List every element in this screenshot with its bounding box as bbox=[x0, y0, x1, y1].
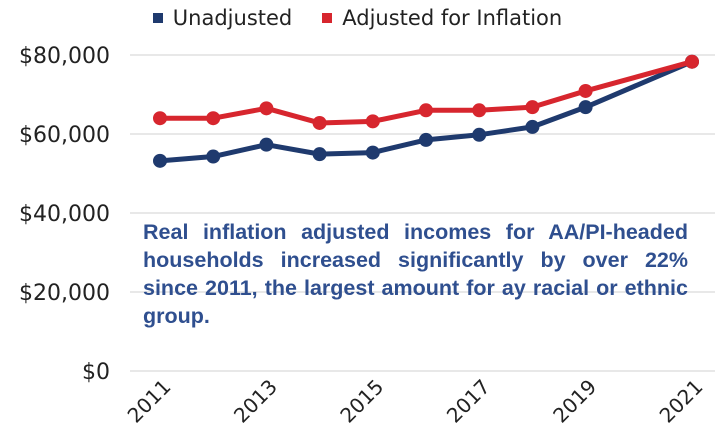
data-point-unadjusted bbox=[365, 145, 380, 160]
x-axis-tick-labels: 2011 2013 2015 2017 2019 2021 bbox=[123, 375, 708, 428]
data-point-adjusted bbox=[472, 103, 487, 118]
y-tick-label: $80,000 bbox=[19, 44, 110, 69]
legend-swatch-unadjusted bbox=[152, 13, 163, 23]
y-axis-tick-labels: $0 $20,000 $40,000 $60,000 $80,000 bbox=[19, 44, 110, 385]
legend-label-adjusted: Adjusted for Inflation bbox=[342, 6, 563, 30]
legend-item-adjusted: Adjusted for Inflation bbox=[322, 6, 562, 30]
data-point-adjusted bbox=[685, 54, 699, 69]
series-line-adjusted bbox=[160, 59, 693, 126]
data-point-unadjusted bbox=[525, 119, 540, 134]
data-point-adjusted bbox=[578, 83, 593, 98]
series-line-unadjusted bbox=[159, 59, 693, 164]
y-tick-label: $0 bbox=[82, 360, 110, 385]
y-tick-label: $40,000 bbox=[19, 202, 110, 227]
data-point-adjusted bbox=[365, 114, 380, 129]
legend: Unadjusted Adjusted for Inflation bbox=[0, 6, 715, 30]
data-point-unadjusted bbox=[153, 153, 167, 168]
legend-label-unadjusted: Unadjusted bbox=[172, 6, 293, 30]
data-point-unadjusted bbox=[472, 127, 487, 142]
data-point-adjusted bbox=[525, 100, 540, 115]
data-point-unadjusted bbox=[259, 137, 274, 152]
data-point-adjusted bbox=[206, 111, 221, 126]
data-point-adjusted bbox=[419, 103, 433, 118]
legend-swatch-adjusted bbox=[322, 13, 333, 23]
data-point-adjusted bbox=[312, 115, 327, 130]
series-lines bbox=[153, 54, 699, 168]
legend-item-unadjusted: Unadjusted bbox=[152, 6, 293, 30]
data-point-unadjusted bbox=[578, 100, 593, 115]
data-point-adjusted bbox=[259, 101, 274, 116]
y-tick-label: $60,000 bbox=[19, 123, 110, 148]
x-tick-label: 2011 bbox=[123, 375, 176, 428]
x-tick-label: 2019 bbox=[548, 375, 601, 428]
data-point-unadjusted bbox=[206, 149, 221, 164]
data-point-unadjusted bbox=[312, 147, 327, 162]
data-point-unadjusted bbox=[419, 132, 433, 147]
chart-annotation: Real inflation adjusted incomes for AA/P… bbox=[143, 220, 688, 328]
x-tick-label: 2015 bbox=[335, 375, 388, 428]
x-tick-label: 2021 bbox=[655, 375, 708, 428]
y-tick-label: $20,000 bbox=[19, 281, 110, 306]
gridlines bbox=[130, 54, 715, 372]
x-tick-label: 2017 bbox=[442, 375, 495, 428]
x-tick-label: 2013 bbox=[229, 375, 282, 428]
data-point-adjusted bbox=[153, 111, 167, 126]
